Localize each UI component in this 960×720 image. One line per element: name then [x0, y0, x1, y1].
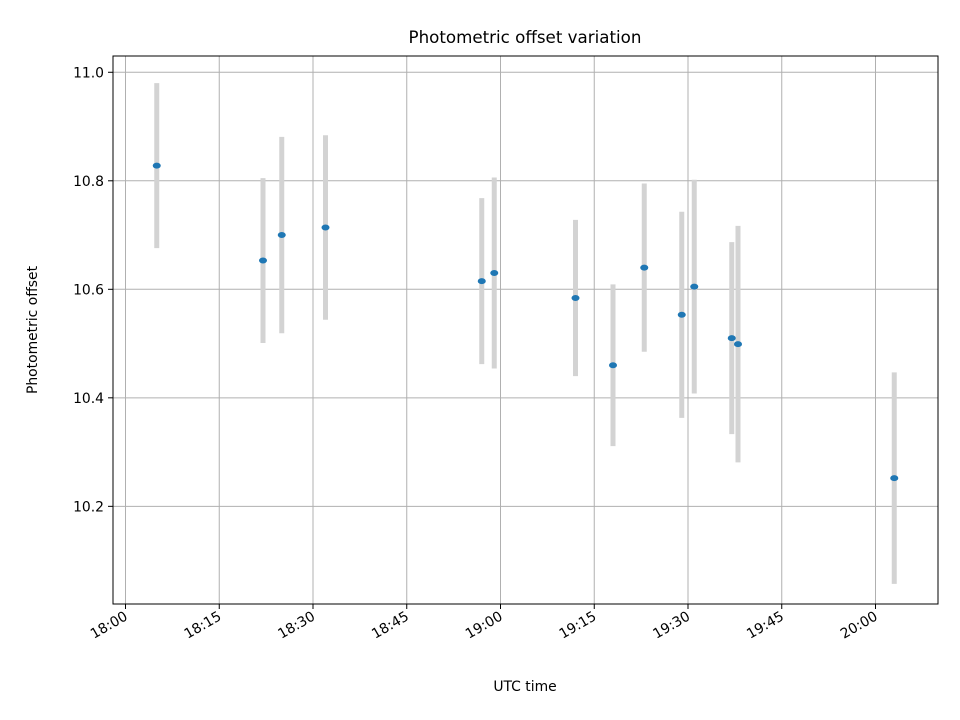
y-tick-label: 10.6 — [73, 282, 104, 298]
data-point — [152, 162, 161, 169]
y-tick-label: 11.0 — [73, 65, 104, 81]
data-point — [734, 341, 742, 348]
x-axis-label: UTC time — [493, 679, 556, 695]
data-point — [490, 270, 499, 277]
data-point — [609, 362, 617, 369]
data-point — [727, 335, 736, 342]
data-point — [690, 283, 699, 290]
y-axis-label: Photometric offset — [25, 265, 41, 394]
data-point — [477, 278, 486, 285]
y-axis: 10.2 10.4 10.6 10.8 11.0 — [73, 65, 113, 515]
data-point — [890, 475, 899, 482]
data-point — [571, 294, 580, 301]
y-tick-label: 10.4 — [73, 391, 104, 407]
data-points — [152, 162, 899, 482]
data-point — [321, 224, 330, 231]
plot-frame — [112, 55, 939, 605]
grid — [113, 56, 938, 604]
data-point — [259, 257, 267, 264]
data-point — [640, 264, 649, 271]
y-tick-label: 10.8 — [73, 174, 104, 190]
chart-title: Photometric offset variation — [409, 27, 642, 47]
y-tick-label: 10.2 — [73, 499, 104, 515]
data-point — [277, 232, 286, 239]
data-point — [677, 311, 686, 318]
